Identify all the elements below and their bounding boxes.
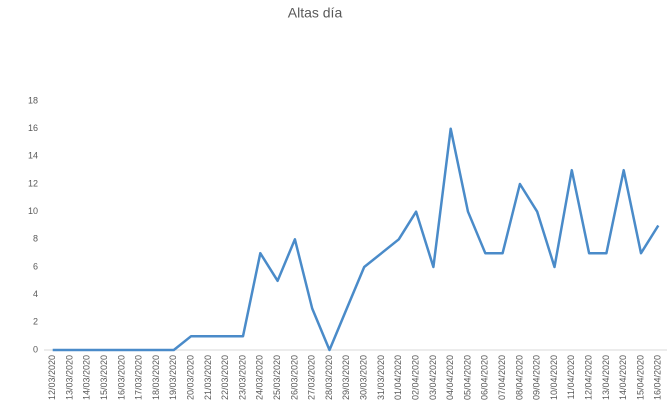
y-tick-label: 0 xyxy=(33,344,38,354)
x-tick-label: 19/03/2020 xyxy=(168,355,178,400)
y-tick-label: 8 xyxy=(33,234,38,244)
x-tick-label: 15/04/2020 xyxy=(635,355,645,400)
x-tick-label: 02/04/2020 xyxy=(410,355,420,400)
chart-title: Altas día xyxy=(288,5,343,21)
x-tick-label: 25/03/2020 xyxy=(272,355,282,400)
x-tick-label: 09/04/2020 xyxy=(532,355,542,400)
x-tick-label: 07/04/2020 xyxy=(497,355,507,400)
x-tick-label: 30/03/2020 xyxy=(359,355,369,400)
x-tick-label: 11/04/2020 xyxy=(566,355,576,399)
x-tick-label: 21/03/2020 xyxy=(203,355,213,400)
x-tick-label: 26/03/2020 xyxy=(289,355,299,400)
x-tick-label: 31/03/2020 xyxy=(376,355,386,400)
x-tick-label: 27/03/2020 xyxy=(307,355,317,400)
x-tick-label: 17/03/2020 xyxy=(134,355,144,400)
x-tick-label: 16/04/2020 xyxy=(653,355,663,400)
x-tick-label: 23/03/2020 xyxy=(237,355,247,400)
y-tick-label: 10 xyxy=(28,206,38,216)
x-tick-label: 10/04/2020 xyxy=(549,355,559,400)
x-tick-label: 28/03/2020 xyxy=(324,355,334,400)
x-tick-label: 18/03/2020 xyxy=(151,355,161,400)
x-tick-label: 13/04/2020 xyxy=(601,355,611,400)
y-tick-label: 4 xyxy=(33,289,38,299)
y-tick-label: 18 xyxy=(28,95,38,105)
x-tick-label: 29/03/2020 xyxy=(341,355,351,400)
x-tick-label: 12/04/2020 xyxy=(584,355,594,400)
x-tick-label: 05/04/2020 xyxy=(462,355,472,400)
x-tick-label: 15/03/2020 xyxy=(99,355,109,400)
x-tick-label: 24/03/2020 xyxy=(255,355,265,400)
x-tick-label: 22/03/2020 xyxy=(220,355,230,400)
x-tick-label: 06/04/2020 xyxy=(480,355,490,400)
y-tick-label: 16 xyxy=(28,123,38,133)
x-tick-label: 20/03/2020 xyxy=(185,355,195,400)
data-line xyxy=(52,127,660,352)
y-tick-label: 2 xyxy=(33,317,38,327)
y-tick-label: 12 xyxy=(28,178,38,188)
x-tick-label: 03/04/2020 xyxy=(428,355,438,400)
x-tick-label: 16/03/2020 xyxy=(116,355,126,400)
x-tick-label: 12/03/2020 xyxy=(47,355,57,400)
y-tick-label: 6 xyxy=(33,261,38,271)
x-tick-label: 08/04/2020 xyxy=(514,355,524,400)
y-tick-label: 14 xyxy=(28,151,38,161)
x-tick-label: 14/04/2020 xyxy=(618,355,628,400)
x-tick-label: 04/04/2020 xyxy=(445,355,455,400)
x-tick-label: 13/03/2020 xyxy=(64,355,74,400)
x-tick-label: 14/03/2020 xyxy=(82,355,92,400)
x-tick-label: 01/04/2020 xyxy=(393,355,403,400)
